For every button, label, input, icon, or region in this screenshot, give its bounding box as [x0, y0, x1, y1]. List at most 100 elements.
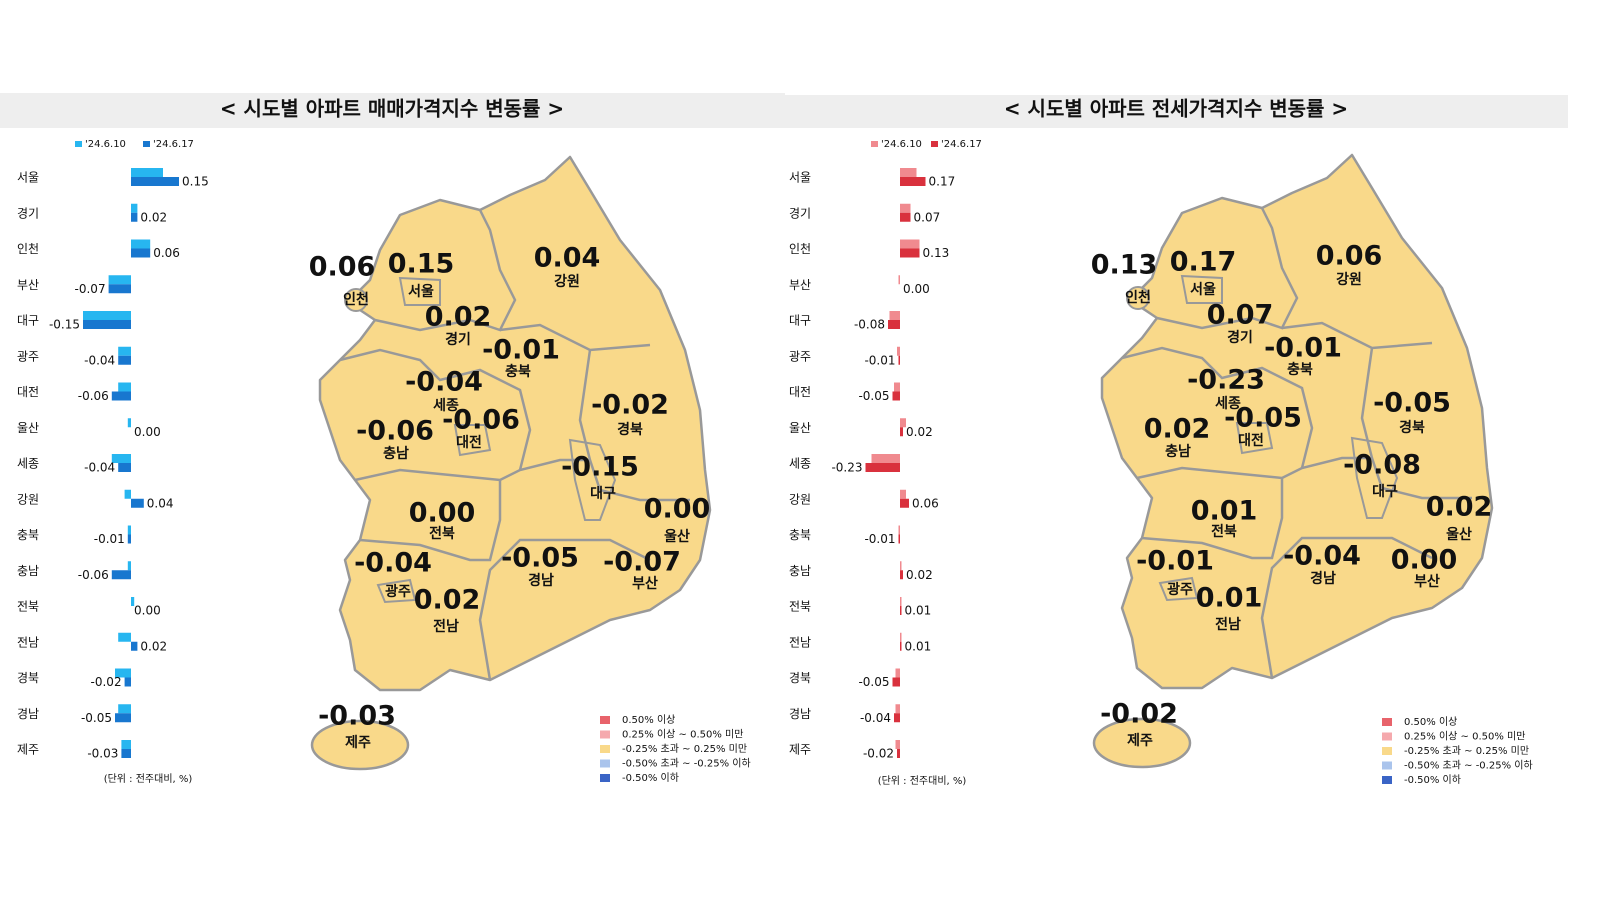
map-legend-label: -0.25% 초과 ~ 0.25% 미만 — [622, 743, 747, 755]
map-region: 대전 — [1238, 432, 1264, 449]
category-label: 경기 — [17, 206, 39, 220]
value-label: -0.06 — [78, 389, 109, 403]
bar — [900, 203, 911, 213]
map-legend-label: -0.50% 초과 ~ -0.25% 이하 — [1404, 759, 1533, 772]
bar — [900, 597, 902, 606]
map-value: 0.01 — [1196, 583, 1263, 614]
category-label: 서울 — [789, 171, 811, 185]
value-label: -0.04 — [84, 353, 115, 367]
bar — [900, 489, 906, 499]
value-label: -0.05 — [858, 675, 889, 689]
map-value: 0.06 — [1316, 241, 1383, 272]
map-value: -0.01 — [1264, 333, 1342, 364]
bar — [118, 355, 131, 365]
map-legend-label: 0.50% 이상 — [1404, 716, 1457, 728]
category-label: 광주 — [17, 349, 39, 363]
map-region: 경남 — [528, 572, 554, 589]
title-bar — [785, 95, 1568, 128]
map-value: -0.08 — [1343, 450, 1421, 481]
value-label: -0.05 — [858, 389, 889, 403]
bar — [897, 749, 900, 758]
value-label: -0.01 — [864, 532, 895, 546]
map-value: -0.04 — [1283, 541, 1361, 572]
category-label: 울산 — [17, 421, 39, 435]
map-value: -0.01 — [482, 335, 560, 366]
bar — [83, 320, 131, 329]
map-region: 전북 — [429, 525, 455, 542]
bar — [900, 498, 909, 508]
bar — [900, 177, 926, 186]
map-region: 서울 — [1190, 281, 1216, 298]
value-label: 0.04 — [147, 496, 174, 510]
bar — [900, 641, 902, 651]
unit-note: (단위 : 전주대비, %) — [878, 774, 967, 787]
bar — [895, 668, 900, 678]
value-label: 0.06 — [153, 246, 180, 260]
value-label: 0.00 — [903, 282, 930, 296]
bar — [131, 498, 144, 508]
map-value: 0.02 — [1144, 414, 1211, 445]
category-label: 대구 — [17, 314, 39, 328]
category-label: 경북 — [789, 671, 811, 685]
map-value: 0.02 — [425, 302, 492, 333]
bar — [131, 597, 135, 606]
map-legend-label: -0.50% 이하 — [1404, 773, 1461, 786]
category-label: 충북 — [789, 528, 811, 542]
value-label: -0.02 — [91, 675, 122, 689]
category-label: 충북 — [17, 528, 39, 542]
map-region: 경남 — [1310, 570, 1336, 587]
bar — [900, 168, 917, 177]
bar — [127, 525, 131, 535]
category-label: 전남 — [17, 635, 39, 649]
map-value: 0.04 — [534, 243, 601, 274]
bar — [118, 346, 131, 356]
bar — [892, 391, 900, 401]
legend-swatch — [871, 141, 878, 147]
bar — [131, 168, 163, 177]
map-value: 0.00 — [409, 498, 476, 529]
bar — [889, 311, 900, 320]
bar — [111, 391, 131, 401]
map-value: -0.02 — [591, 390, 669, 421]
value-label: 0.02 — [140, 639, 167, 653]
value-label: 0.17 — [929, 175, 956, 189]
map-legend-swatch — [600, 716, 610, 724]
category-label: 인천 — [789, 241, 811, 256]
map-region: 울산 — [1446, 526, 1472, 543]
legend-swatch — [75, 141, 82, 147]
map-legend-label: 0.50% 이상 — [622, 714, 675, 726]
bar — [131, 203, 138, 213]
bar — [111, 454, 131, 463]
category-label: 제주 — [17, 743, 39, 757]
map-value: 0.02 — [414, 585, 481, 616]
bar — [892, 677, 900, 687]
value-label: -0.01 — [94, 532, 125, 546]
map-region: 충북 — [505, 364, 531, 380]
map-value: -0.06 — [356, 416, 434, 447]
category-label: 전북 — [789, 600, 811, 614]
bar — [118, 463, 131, 472]
category-label: 대전 — [789, 385, 811, 399]
bar — [894, 382, 900, 392]
map-region: 충북 — [1287, 362, 1313, 378]
bar — [131, 641, 138, 651]
bar — [894, 713, 900, 723]
map-region: 부산 — [1414, 573, 1440, 590]
map-legend-swatch — [1382, 761, 1392, 770]
map-value: 0.13 — [1091, 250, 1158, 281]
map-region: 세종 — [433, 398, 459, 414]
bar — [124, 677, 131, 687]
chart-title: < 시도별 아파트 매매가격지수 변동률 > — [220, 97, 564, 121]
bar — [897, 346, 900, 356]
map-region: 부산 — [632, 575, 658, 592]
map-region: 인천 — [343, 291, 369, 308]
map-region: 경북 — [1399, 419, 1425, 436]
value-label: -0.08 — [854, 318, 885, 332]
category-label: 전북 — [17, 600, 39, 614]
category-label: 울산 — [789, 421, 811, 435]
map-value: 0.01 — [1191, 496, 1258, 527]
bar — [108, 284, 131, 294]
category-label: 인천 — [17, 241, 39, 256]
legend-label: '24.6.17 — [153, 139, 194, 150]
